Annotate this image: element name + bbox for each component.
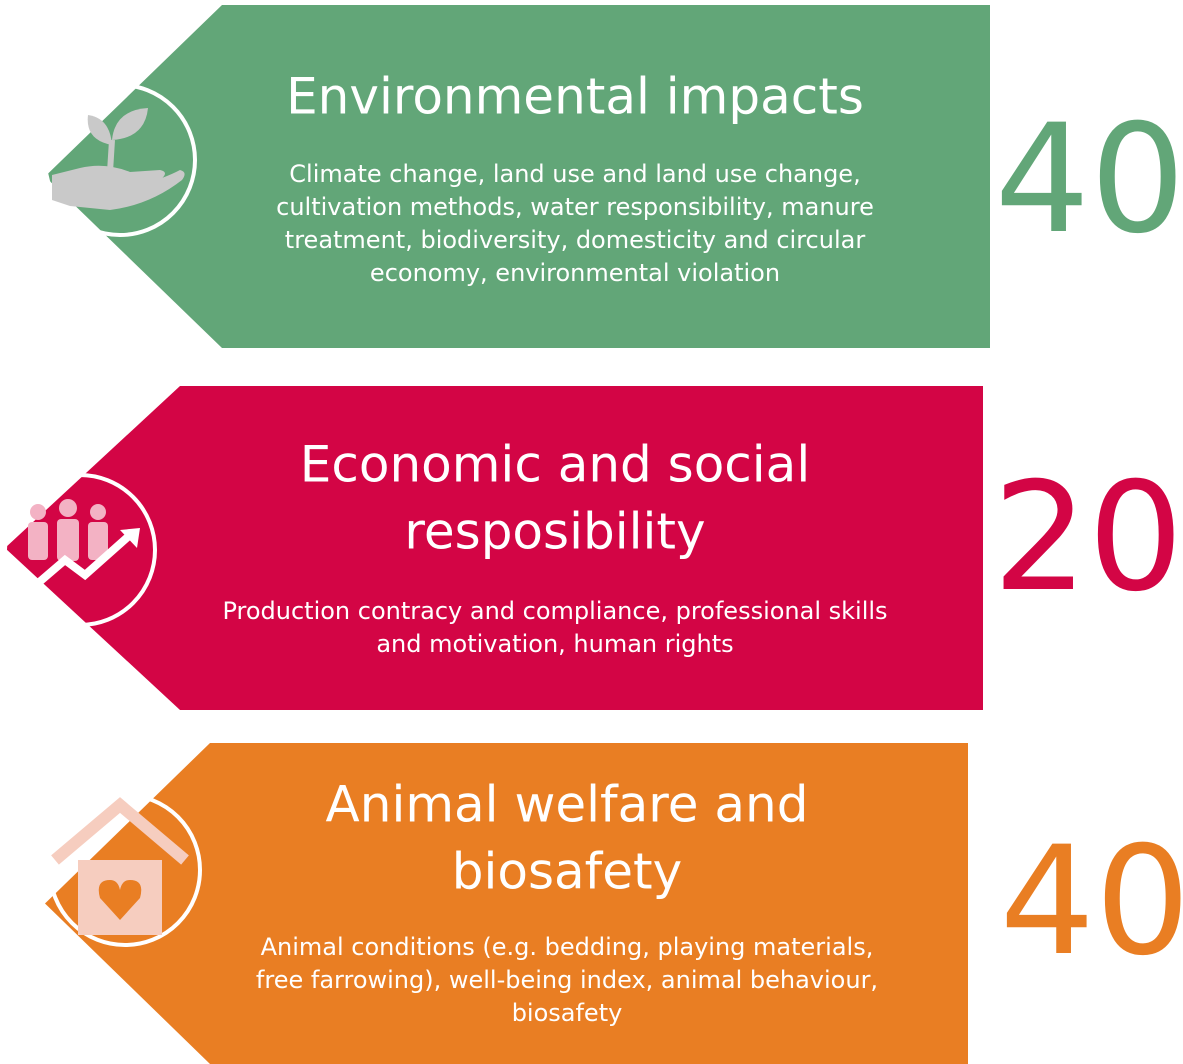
panel-title: biosafety <box>452 843 682 901</box>
panel-description: economy, environmental violation <box>370 259 780 287</box>
arrow-panel <box>45 743 968 1064</box>
plant-hand-icon <box>52 108 185 210</box>
arrow-panel <box>5 386 983 710</box>
panel-description: free farrowing), well-being index, anima… <box>256 966 878 994</box>
icon-ring <box>3 473 157 627</box>
arrow-panel <box>45 5 990 348</box>
panel-description: cultivation methods, water responsibilit… <box>276 193 874 221</box>
panel-title: resposibility <box>404 503 705 561</box>
panel-description: biosafety <box>512 999 623 1027</box>
icon-ring <box>48 793 202 947</box>
people-growth-icon <box>27 499 140 594</box>
panel-score: 20 <box>993 451 1183 625</box>
panel-description: and motivation, human rights <box>376 630 733 658</box>
panel-description: treatment, biodiversity, domesticity and… <box>285 226 866 254</box>
house-heart-icon <box>51 797 189 935</box>
panel-description: Animal conditions (e.g. bedding, playing… <box>261 933 874 961</box>
panel-description: Production contracy and compliance, prof… <box>222 597 887 625</box>
icon-ring <box>43 83 197 237</box>
panel-title: Animal welfare and <box>326 776 809 834</box>
panel-title: Economic and social <box>300 436 810 494</box>
icons <box>27 108 189 935</box>
panel-description: Climate change, land use and land use ch… <box>289 160 860 188</box>
panel-score: 40 <box>1000 815 1183 989</box>
panel-score: 40 <box>995 93 1183 267</box>
panel-title: Environmental impacts <box>286 68 864 126</box>
